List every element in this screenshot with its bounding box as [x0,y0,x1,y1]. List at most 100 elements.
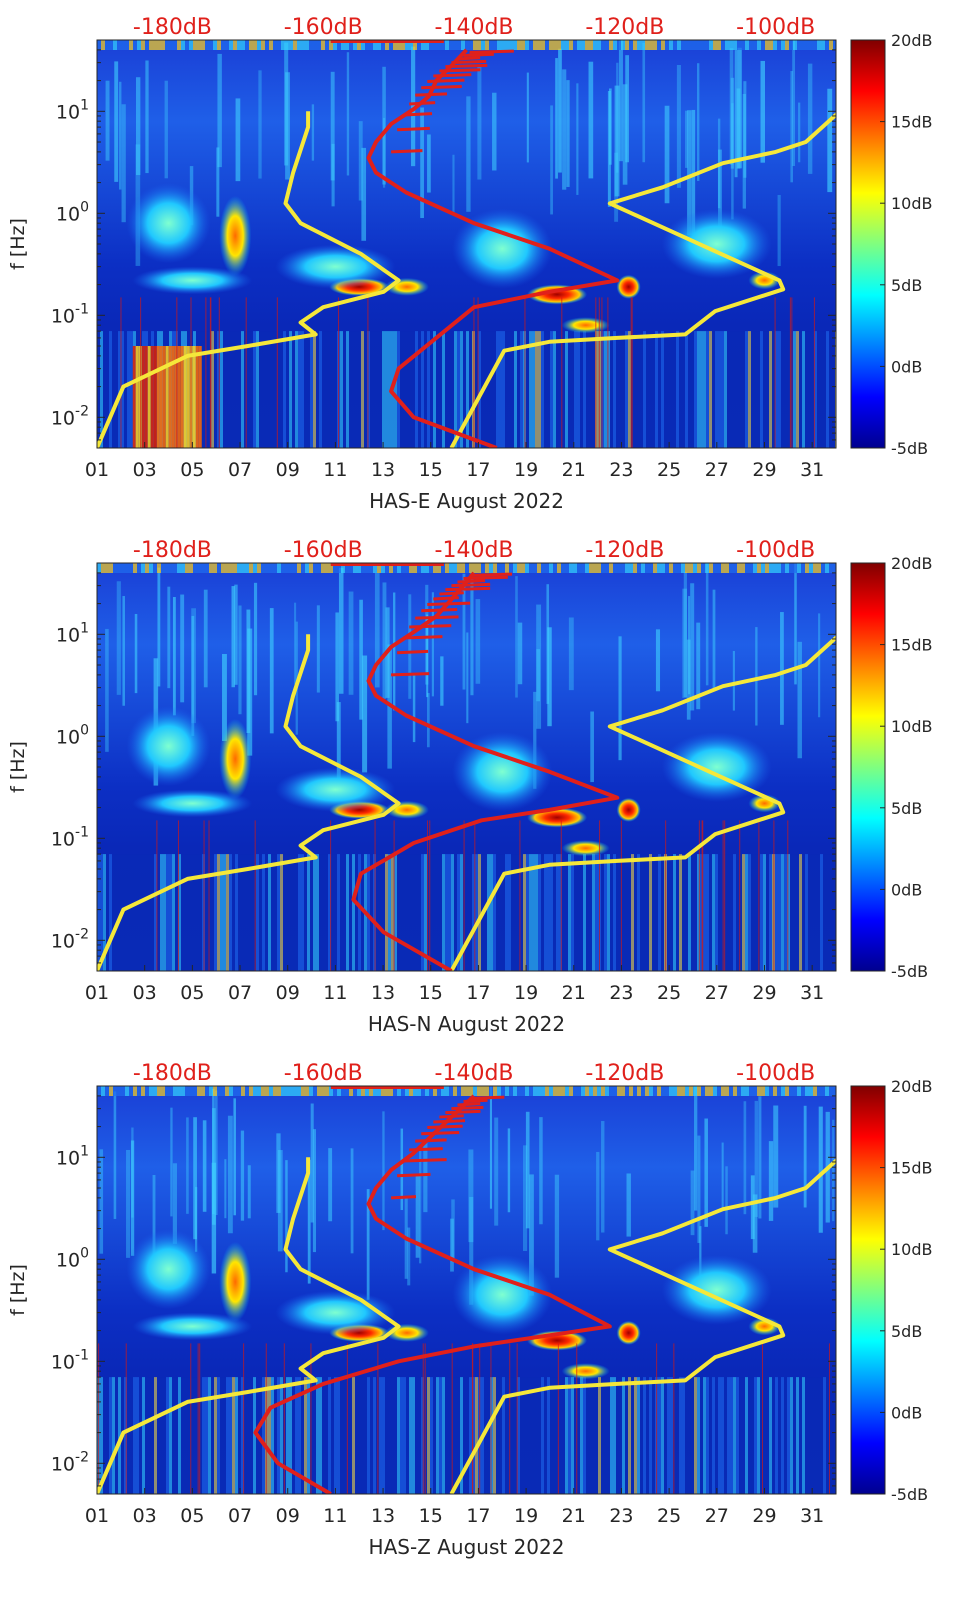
low-band-strip [487,331,490,448]
top-band [689,1086,693,1096]
low-band-strip [556,1377,559,1494]
low-band-strong [141,346,145,448]
streak [690,583,695,711]
low-band-strip [340,331,343,448]
low-band-strip [340,854,343,971]
low-band-strip [811,331,814,448]
low-band-strip [676,854,679,971]
top-band [529,563,533,573]
low-band-strip [640,854,643,971]
low-band-strip [517,854,520,971]
low-band-strip [766,854,769,971]
top-band [725,563,729,573]
top-band [277,563,281,573]
low-band-strip [334,331,337,448]
low-band-strip [364,1377,367,1494]
spectral-blob [661,209,772,279]
x-tick-label: 19 [514,982,538,1004]
low-band-strip [193,1377,196,1494]
streak [732,650,735,711]
low-band-strip [832,331,835,448]
streak [235,98,241,182]
low-band-strip [514,331,517,448]
low-band-strip [199,854,202,971]
top-band [397,563,401,573]
top-band [245,40,249,50]
streak [295,621,298,735]
top-band [489,40,493,50]
top-band [441,40,445,50]
streak [792,40,796,166]
streak [330,71,335,181]
top-band [121,40,125,50]
top-band [569,40,573,50]
x-tick-label: 11 [323,1505,347,1527]
top-band [649,1086,653,1096]
top-band [169,1086,173,1096]
low-band-strip [745,331,748,448]
low-band-strip [817,1377,820,1494]
top-band [137,1086,141,1096]
low-band-strip [154,854,157,971]
low-band-strip [487,854,490,971]
low-band-strip [583,854,586,971]
top-db-label: -180dB [133,15,212,40]
low-band-strip [826,854,829,971]
low-band-strip [589,1377,592,1494]
low-band-strip [385,331,388,448]
streak [338,567,344,694]
low-band-strip [493,1377,496,1494]
streak [522,1145,528,1251]
streak [622,84,628,185]
top-band [273,1086,277,1096]
low-band-strip [493,854,496,971]
psd-spike [433,1119,466,1124]
top-band [189,40,193,50]
top-band [645,563,649,573]
low-band-strip [319,331,322,448]
top-band [241,1086,245,1096]
x-tick-label: 19 [514,459,538,481]
top-band [477,1086,481,1096]
low-band-strip [190,854,193,971]
psd-spike [469,49,514,54]
low-band-strip [568,1377,571,1494]
top-band [597,1086,601,1096]
top-band [389,563,393,573]
top-band [541,40,545,50]
low-band-strip [685,331,688,448]
top-band [825,1086,829,1096]
x-tick-label: 25 [657,982,681,1004]
low-band-strip [394,331,397,448]
low-band-strip [115,331,118,448]
top-band [573,1086,577,1096]
streak [468,1149,474,1243]
low-band-strip [808,854,811,971]
top-band [685,40,689,50]
low-band-strong [135,346,139,448]
low-band-strip [358,1377,361,1494]
colorbar [850,39,886,449]
top-band [401,1086,405,1096]
curve-measured-PSD [253,1094,612,1494]
low-band-strip [289,331,292,448]
top-band [745,40,749,50]
top-band [737,563,741,573]
low-band-strip [775,854,778,971]
low-band-strip [592,1377,595,1494]
colorbar-tick-label: 15dB [891,1159,933,1178]
streak [152,1175,156,1262]
top-band [573,40,577,50]
top-band [97,1086,101,1096]
top-band [565,40,569,50]
x-tick-label: 07 [228,982,252,1004]
streak [601,1121,605,1233]
top-band [729,1086,733,1096]
top-band [397,1086,401,1096]
top-band [173,1086,177,1096]
low-band-strip [124,1377,127,1494]
low-band-strip [574,854,577,971]
top-band [309,40,313,50]
top-band [777,40,781,50]
spectral-blob [616,797,641,822]
